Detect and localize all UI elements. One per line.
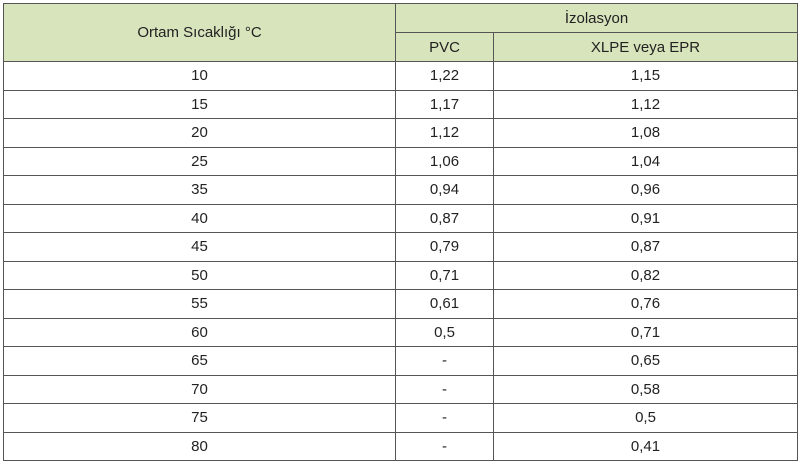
- table-cell: 0,65: [493, 346, 798, 376]
- table-cell: -: [395, 346, 494, 376]
- table-cell: 0,5: [395, 317, 494, 347]
- table-cell: 70: [3, 374, 396, 404]
- header-cell: Ortam Sıcaklığı °C: [3, 3, 396, 62]
- table-cell: 0,58: [493, 374, 798, 404]
- table-cell: 1,22: [395, 61, 494, 91]
- table-cell: 40: [3, 203, 396, 233]
- table-cell: 1,12: [395, 118, 494, 148]
- header-cell: PVC: [395, 32, 494, 62]
- table-cell: 1,17: [395, 89, 494, 119]
- table-cell: 15: [3, 89, 396, 119]
- table-row: 75-0,5: [3, 403, 798, 433]
- table-row: 50 0,71 0,82: [3, 260, 798, 290]
- table-row: 10 1,22 1,15: [3, 61, 798, 91]
- table-cell: 75: [3, 403, 396, 433]
- table-cell: 0,61: [395, 289, 494, 319]
- table-cell: 25: [3, 146, 396, 176]
- correction-table: Ortam Sıcaklığı °C İzolasyon PVC XLPE ve…: [3, 3, 798, 461]
- table-cell: 0,5: [493, 403, 798, 433]
- table-cell: 1,06: [395, 146, 494, 176]
- table-cell: 1,15: [493, 61, 798, 91]
- table-cell: 1,12: [493, 89, 798, 119]
- table-cell: 20: [3, 118, 396, 148]
- table-cell: 0,71: [493, 317, 798, 347]
- table-row: 70-0,58: [3, 374, 798, 404]
- table-cell: 80: [3, 431, 396, 461]
- header-cell: İzolasyon: [395, 3, 798, 33]
- table-cell: 55: [3, 289, 396, 319]
- table-cell: 0,87: [493, 232, 798, 262]
- table-cell: 0,76: [493, 289, 798, 319]
- table-cell: 0,94: [395, 175, 494, 205]
- table-cell: 0,79: [395, 232, 494, 262]
- table-cell: 0,82: [493, 260, 798, 290]
- table-cell: 60: [3, 317, 396, 347]
- table-row: 15 1,17 1,12: [3, 89, 798, 119]
- table-cell: 65: [3, 346, 396, 376]
- table-cell: 50: [3, 260, 396, 290]
- table-cell: 0,41: [493, 431, 798, 461]
- table-cell: 1,08: [493, 118, 798, 148]
- table-cell: 0,91: [493, 203, 798, 233]
- header-cell: XLPE veya EPR: [493, 32, 798, 62]
- table-cell: 0,71: [395, 260, 494, 290]
- table-header: Ortam Sıcaklığı °C İzolasyon PVC XLPE ve…: [3, 3, 798, 62]
- table-row: 45 0,79 0,87: [3, 232, 798, 262]
- table-body: 10 1,22 1,15 15 1,17 1,12 20 1,12 1,08 25 1,06 1,04…: [3, 61, 798, 461]
- table-cell: -: [395, 374, 494, 404]
- table-row: 40 0,87 0,91: [3, 203, 798, 233]
- table-row: 60 0,5 0,71: [3, 317, 798, 347]
- table-cell: -: [395, 403, 494, 433]
- table-row: 65-0,65: [3, 346, 798, 376]
- table-row: 20 1,12 1,08: [3, 118, 798, 148]
- table-cell: 0,96: [493, 175, 798, 205]
- table-row: 25 1,06 1,04: [3, 146, 798, 176]
- table-cell: 35: [3, 175, 396, 205]
- table-cell: 1,04: [493, 146, 798, 176]
- table-cell: 45: [3, 232, 396, 262]
- table-cell: 0,87: [395, 203, 494, 233]
- table-cell: 10: [3, 61, 396, 91]
- table-row: 80-0,41: [3, 431, 798, 461]
- table-row: 35 0,94 0,96: [3, 175, 798, 205]
- table-row: 55 0,61 0,76: [3, 289, 798, 319]
- table-cell: -: [395, 431, 494, 461]
